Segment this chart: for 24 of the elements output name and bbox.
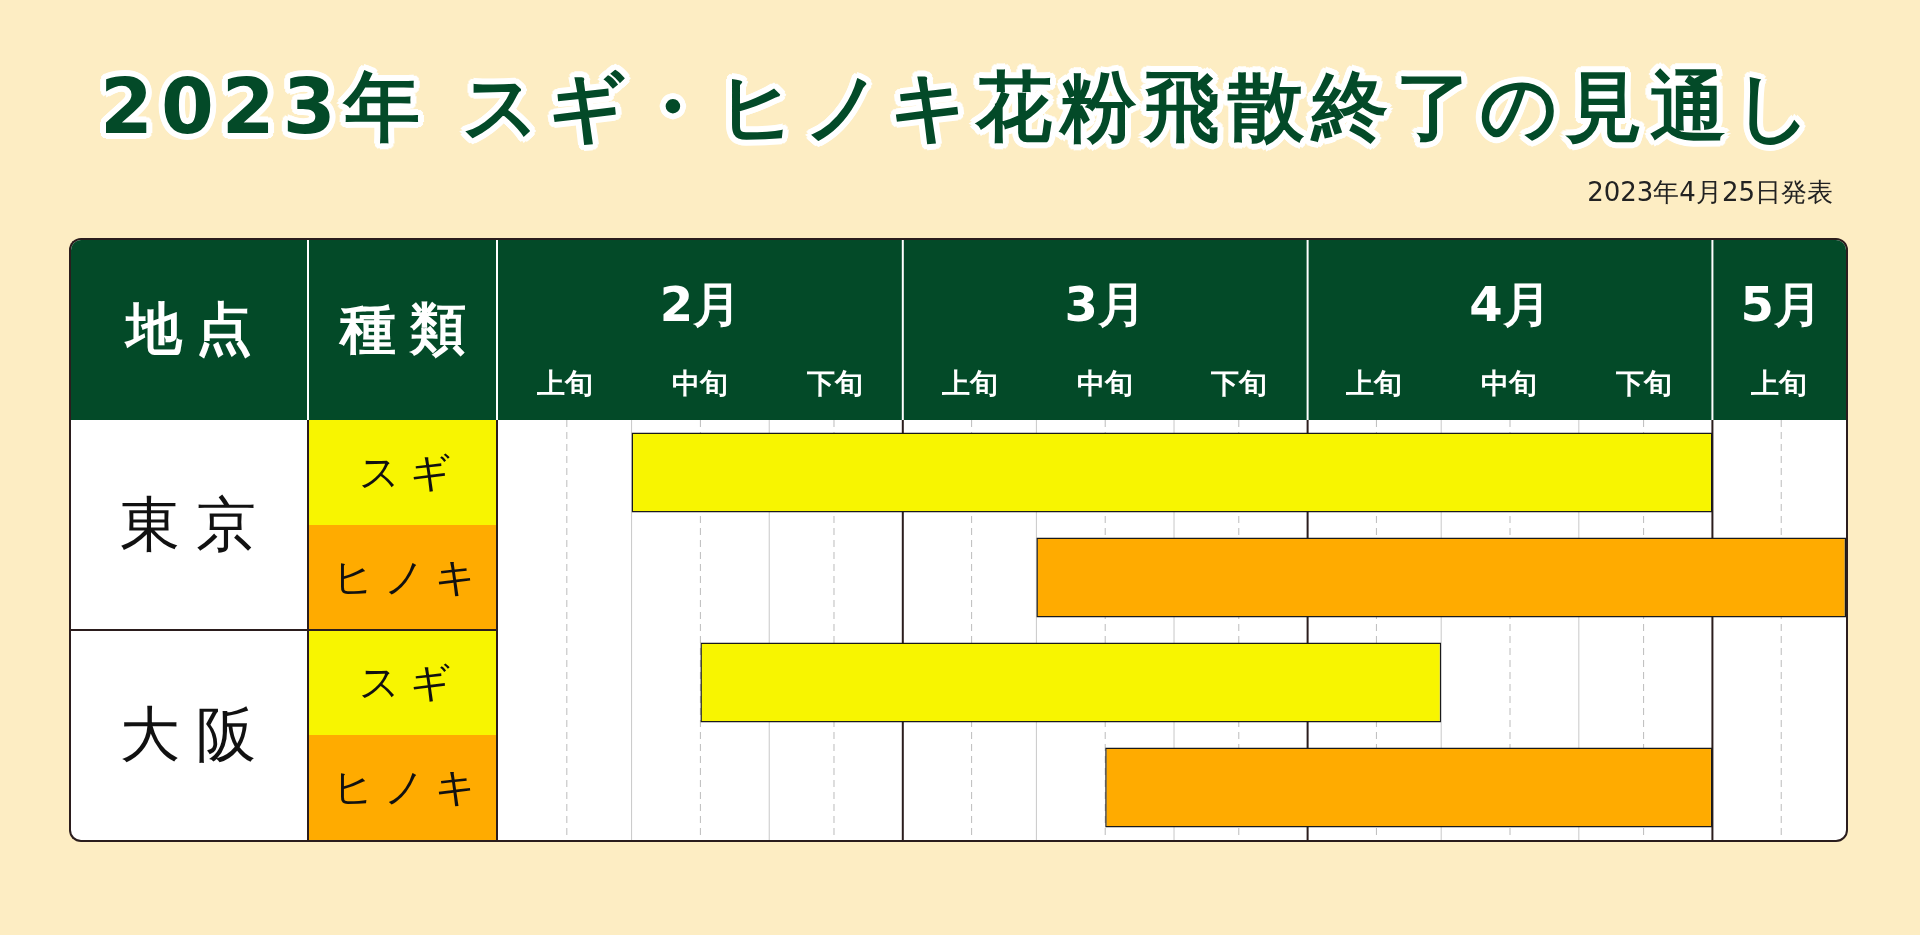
text: 下旬 <box>806 367 863 401</box>
text: 中旬 <box>1076 367 1133 401</box>
y-axis-title: 地点 <box>123 295 266 363</box>
chart-title: 2023年 スギ・ヒノキ花粉飛散終了の見通し <box>99 62 1821 152</box>
x-tick-label: 5月 <box>1740 275 1822 332</box>
text: 下旬 <box>1614 367 1672 401</box>
legend-title: 種類 <box>338 295 480 363</box>
text: 中旬 <box>1481 367 1537 401</box>
y-tick-label: 大阪 <box>119 697 272 771</box>
text: 上旬 <box>536 367 594 401</box>
x-tick-label: 3月 <box>1064 275 1146 332</box>
text: スギ <box>358 659 461 705</box>
text: 上旬 <box>1749 367 1807 401</box>
text: ヒノキ <box>333 554 486 600</box>
text: スギ <box>358 449 461 495</box>
x-tick-label: 2月 <box>659 275 742 332</box>
text: 下旬 <box>1210 367 1268 401</box>
text: ヒノキ <box>333 764 486 810</box>
text: 中旬 <box>672 367 729 401</box>
y-tick-label: 東京 <box>119 487 272 561</box>
chart-subtitle: 2023年4月25日発表 <box>1587 176 1833 209</box>
text: 上旬 <box>940 367 998 401</box>
text: 上旬 <box>1345 367 1403 401</box>
x-tick-label: 4月 <box>1469 275 1551 332</box>
